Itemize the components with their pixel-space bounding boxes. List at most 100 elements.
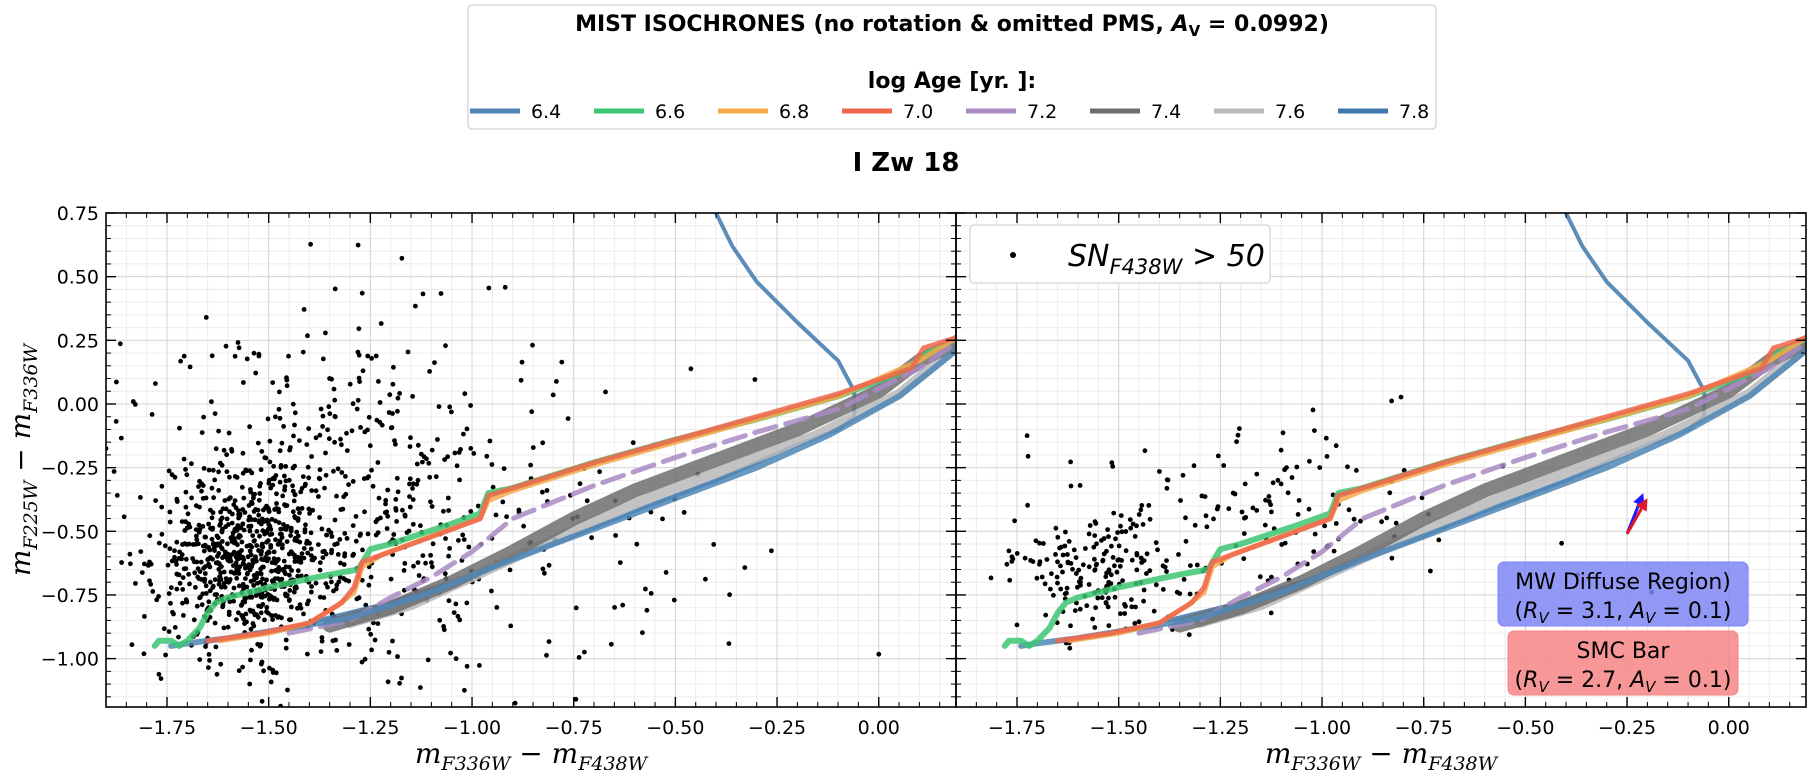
scatter-point <box>287 572 292 578</box>
scatter-point <box>1234 439 1239 445</box>
scatter-point <box>426 460 432 466</box>
scatter-point <box>181 613 186 618</box>
scatter-point <box>334 493 339 499</box>
scatter-point <box>285 687 290 693</box>
scatter-point <box>1269 574 1274 580</box>
scatter-point <box>198 559 204 565</box>
scatter-point <box>283 645 289 651</box>
scatter-point <box>290 401 296 407</box>
scatter-point <box>1436 537 1442 543</box>
scatter-point <box>385 513 391 519</box>
scatter-point <box>1129 597 1134 602</box>
scatter-point <box>1083 546 1088 551</box>
scatter-point <box>1058 544 1064 550</box>
scatter-point <box>634 541 640 547</box>
scatter-point <box>254 543 260 548</box>
scatter-point <box>648 591 654 596</box>
scatter-point <box>462 391 468 397</box>
scatter-point <box>1191 463 1197 469</box>
scatter-point <box>1351 516 1357 522</box>
scatter-point <box>251 350 257 356</box>
scatter-point <box>375 460 381 465</box>
scatter-point <box>317 432 323 438</box>
scatter-point <box>341 562 347 567</box>
scatter-point <box>283 464 289 469</box>
scatter-point <box>428 499 433 505</box>
scatter-point <box>264 605 270 610</box>
scatter-point <box>241 527 247 533</box>
scatter-point <box>229 448 235 454</box>
isochrones <box>151 213 956 649</box>
scatter-point <box>1075 584 1080 590</box>
scatter-point <box>414 461 420 467</box>
scatter-point <box>207 658 212 663</box>
scatter-point <box>1033 538 1039 544</box>
scatter-point <box>221 569 227 575</box>
scatter-point <box>1134 567 1140 573</box>
scatter-point <box>1180 472 1186 478</box>
scatter-point <box>1241 556 1247 562</box>
scatter-point <box>200 591 206 597</box>
scatter-point <box>401 568 407 573</box>
scatter-point <box>240 450 246 456</box>
scatter-point <box>350 479 356 484</box>
scatter-point <box>521 523 526 529</box>
scatter-point <box>1393 520 1399 526</box>
y-tick-label: 0.00 <box>57 394 99 416</box>
scatter-point <box>278 703 283 707</box>
scatter-point <box>148 561 154 567</box>
scatter-point <box>313 435 319 441</box>
scatter-point <box>213 446 219 452</box>
scatter-point <box>203 315 209 320</box>
scatter-point <box>620 602 626 608</box>
scatter-point <box>630 440 636 446</box>
scatter-point <box>247 424 253 430</box>
scatter-point <box>1132 621 1138 626</box>
scatter-point <box>1118 513 1124 518</box>
scatter-point <box>518 377 524 383</box>
y-tick-label: 0.75 <box>57 203 99 225</box>
scatter-point <box>236 668 242 674</box>
scatter-point <box>1144 571 1149 576</box>
scatter-point <box>196 522 202 528</box>
scatter-point <box>1060 552 1066 558</box>
isochrones <box>1001 213 1806 649</box>
scatter-point <box>344 430 349 436</box>
scatter-point <box>317 515 322 520</box>
scatter-point <box>317 594 323 600</box>
scatter-point <box>438 291 444 296</box>
x-tick-label: 0.00 <box>858 717 900 739</box>
scatter-point <box>242 510 248 515</box>
scatter-point <box>446 508 451 513</box>
scatter-point <box>1051 592 1056 598</box>
scatter-point <box>1203 513 1209 519</box>
scatter-point <box>1141 558 1147 563</box>
scatter-point <box>1122 602 1127 607</box>
scatter-point <box>174 562 179 567</box>
scatter-point <box>1058 586 1064 592</box>
scatter-point <box>1140 522 1146 527</box>
scatter-point <box>259 698 265 704</box>
scatter-point <box>226 612 232 618</box>
scatter-point <box>226 522 231 527</box>
scatter-point <box>346 578 352 584</box>
scatter-point <box>413 303 418 309</box>
scatter-point <box>550 392 556 398</box>
scatter-point <box>282 473 287 479</box>
legend-label-7-4: 7.4 <box>1151 101 1181 123</box>
scatter-point <box>332 397 338 403</box>
scatter-point <box>1141 598 1146 604</box>
scatter-point <box>1324 454 1330 459</box>
scatter-point <box>1106 595 1111 601</box>
y-tick-label: −0.50 <box>41 521 99 543</box>
scatter-point <box>395 395 401 401</box>
scatter-point <box>443 343 448 349</box>
scatter-point <box>260 544 266 550</box>
scatter-point <box>388 576 394 582</box>
scatter-point <box>203 591 209 596</box>
scatter-point <box>167 519 173 525</box>
scatter-point <box>1295 512 1301 517</box>
scatter-point <box>565 416 571 421</box>
scatter-point <box>1037 540 1042 546</box>
scatter-point <box>209 536 215 542</box>
